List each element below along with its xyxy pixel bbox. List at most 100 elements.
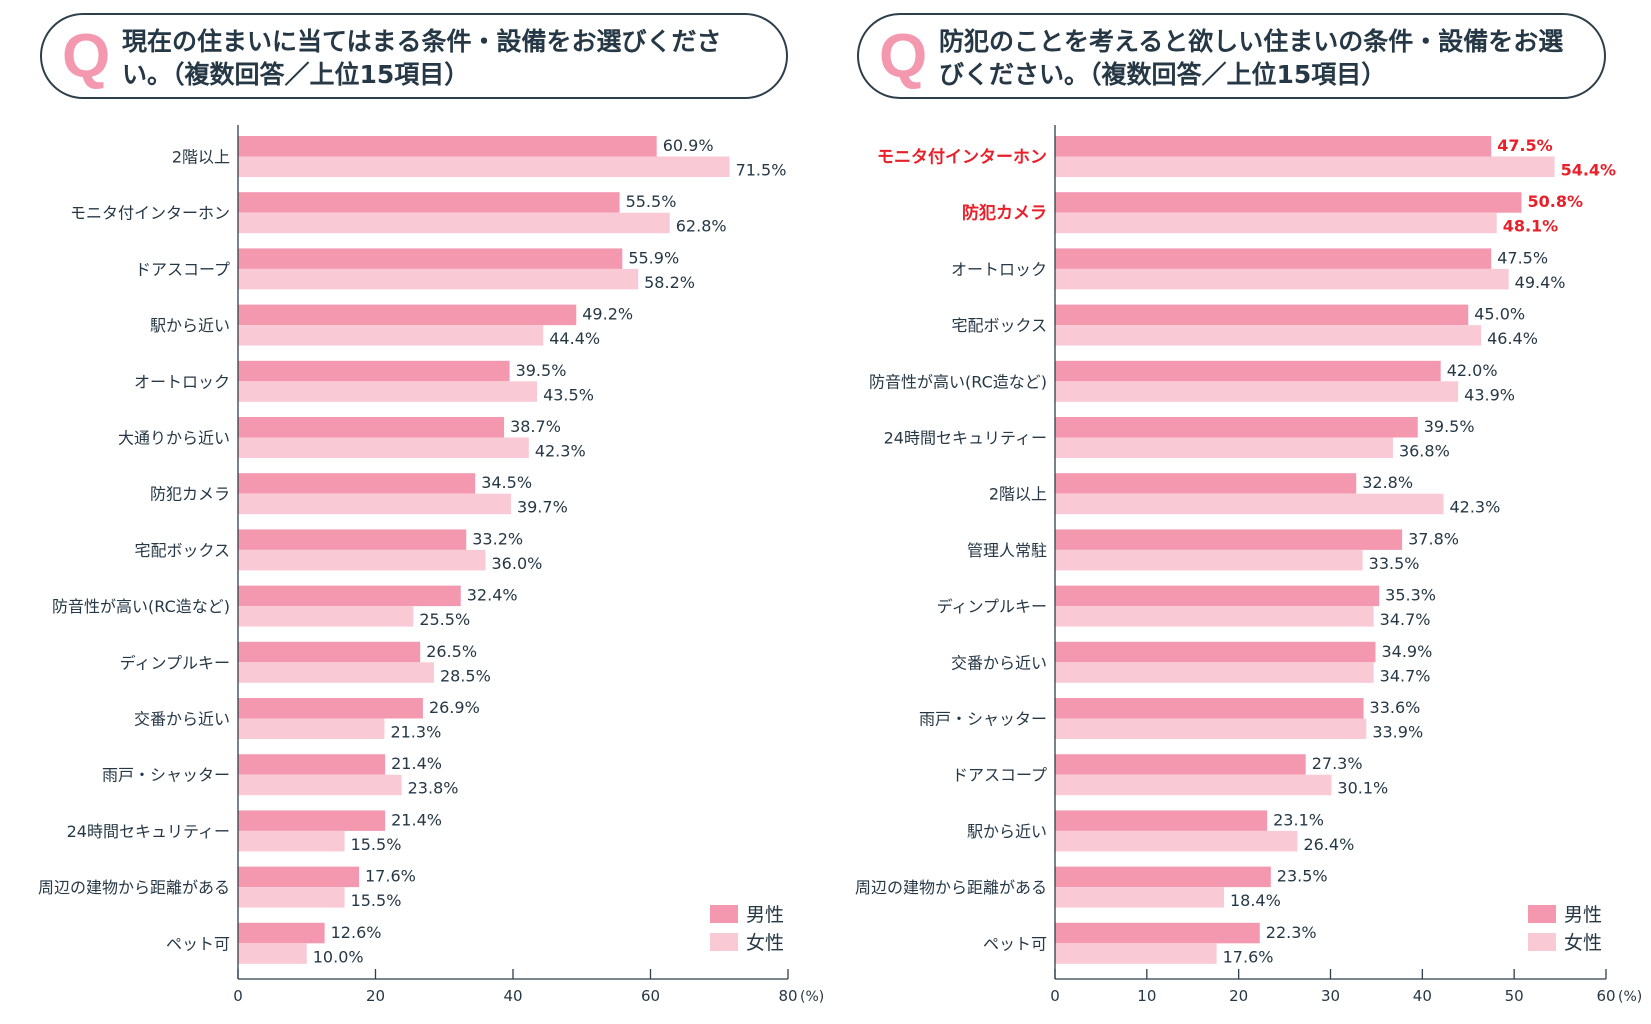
bar-male — [238, 585, 461, 607]
legend-label-female: 女性 — [1564, 932, 1602, 954]
data-label: 42.3% — [1449, 498, 1500, 517]
data-label: 33.9% — [1372, 723, 1423, 742]
category-label: オートロック — [134, 372, 230, 391]
bar-female — [238, 212, 670, 234]
data-label: 34.9% — [1381, 642, 1432, 661]
data-label: 43.9% — [1464, 385, 1515, 404]
q-mark: Q — [62, 22, 111, 91]
data-label: 58.2% — [644, 273, 695, 292]
bar-male — [238, 473, 476, 494]
data-label: 15.5% — [351, 835, 402, 854]
bar-male — [1055, 136, 1492, 157]
data-label: 44.4% — [549, 329, 600, 348]
data-label: 23.1% — [1273, 810, 1324, 829]
x-tick-label: 60 — [1596, 987, 1615, 1005]
bar-female — [1055, 437, 1393, 458]
x-tick-label: 0 — [233, 987, 243, 1005]
data-label: 12.6% — [331, 923, 382, 942]
bar-male — [1055, 304, 1469, 326]
data-label: 42.3% — [535, 442, 586, 461]
data-label: 71.5% — [736, 161, 787, 180]
category-label: 交番から近い — [951, 653, 1047, 672]
bar-female — [238, 887, 345, 908]
data-label: 18.4% — [1230, 891, 1281, 910]
data-label: 43.5% — [543, 385, 594, 404]
bar-female — [238, 943, 307, 964]
bar-female — [238, 606, 414, 627]
category-label: ディンプルキー — [937, 597, 1047, 616]
category-label: 2階以上 — [989, 485, 1047, 504]
bar-male — [1055, 529, 1403, 550]
category-label: 大通りから近い — [118, 429, 230, 448]
category-label: 雨戸・シャッター — [102, 766, 230, 785]
bar-female — [238, 268, 639, 290]
category-label: 防音性が高い(RC造など) — [869, 372, 1047, 391]
data-label: 26.9% — [429, 698, 480, 717]
bar-female — [238, 381, 538, 402]
bar-male — [238, 810, 386, 831]
category-label: 周辺の建物から距離がある — [855, 878, 1047, 897]
data-label: 17.6% — [365, 867, 416, 886]
data-label: 21.4% — [391, 754, 442, 773]
data-label: 17.6% — [1223, 947, 1274, 966]
bar-male — [238, 922, 325, 944]
x-tick-label: 20 — [1229, 987, 1248, 1005]
data-label: 45.0% — [1474, 305, 1525, 324]
data-label: 26.4% — [1303, 835, 1354, 854]
category-label: ドアスコープ — [952, 766, 1047, 785]
bar-female — [238, 493, 511, 515]
data-label: 36.0% — [492, 554, 543, 573]
bar-female — [1055, 268, 1509, 290]
data-label: 32.8% — [1362, 473, 1413, 492]
data-label: 30.1% — [1337, 779, 1388, 798]
bar-female — [1055, 212, 1497, 234]
chart-title-left: 現在の住まいに当てはまる条件・設備をお選びください。（複数回答／上位15項目） — [122, 27, 722, 89]
bar-female — [238, 156, 730, 177]
legend-swatch-female — [710, 933, 738, 951]
x-tick-label: 0 — [1050, 987, 1060, 1005]
bar-female — [1055, 887, 1224, 908]
bar-female — [1055, 381, 1459, 402]
x-tick-label: 10 — [1137, 987, 1156, 1005]
bar-male — [238, 754, 386, 775]
data-label: 39.5% — [516, 361, 567, 380]
bar-male — [1055, 248, 1492, 269]
data-label: 54.4% — [1561, 161, 1617, 180]
category-label: 交番から近い — [134, 710, 230, 729]
data-label: 21.4% — [391, 810, 442, 829]
bar-male — [1055, 866, 1271, 888]
chart-title-right: 防犯のことを考えると欲しい住まいの条件・設備をお選びください。（複数回答／上位1… — [939, 27, 1564, 89]
x-unit-label: (%) — [800, 989, 824, 1005]
data-label: 10.0% — [313, 947, 364, 966]
bar-female — [238, 662, 434, 683]
category-label: ペット可 — [983, 934, 1047, 953]
category-label: 雨戸・シャッター — [919, 710, 1047, 729]
x-tick-label: 60 — [641, 987, 660, 1005]
question-box-right: Q 防犯のことを考えると欲しい住まいの条件・設備をお選びください。（複数回答／上… — [857, 13, 1606, 99]
data-label: 55.9% — [628, 248, 679, 267]
bar-male — [238, 866, 359, 888]
data-label: 34.7% — [1380, 666, 1431, 685]
data-label: 38.7% — [510, 417, 561, 436]
category-label: モニタ付インターホン — [877, 147, 1047, 168]
data-label: 23.8% — [408, 779, 459, 798]
legend-label-female: 女性 — [746, 932, 784, 954]
data-label: 55.5% — [626, 192, 677, 211]
bar-male — [238, 417, 505, 438]
bar-male — [1055, 698, 1364, 719]
bar-male — [1055, 810, 1268, 831]
x-unit-label: (%) — [1618, 989, 1642, 1005]
bar-male — [1055, 585, 1380, 607]
bar-female — [238, 549, 486, 571]
bar-female — [1055, 325, 1482, 346]
bar-male — [238, 529, 467, 550]
category-label: ディンプルキー — [120, 653, 230, 672]
data-label: 32.4% — [467, 586, 518, 605]
data-label: 60.9% — [663, 136, 714, 155]
bar-male — [1055, 473, 1357, 494]
legend-label-male: 男性 — [746, 904, 784, 926]
bar-male — [1055, 417, 1418, 438]
data-label: 15.5% — [351, 891, 402, 910]
data-label: 39.5% — [1424, 417, 1475, 436]
